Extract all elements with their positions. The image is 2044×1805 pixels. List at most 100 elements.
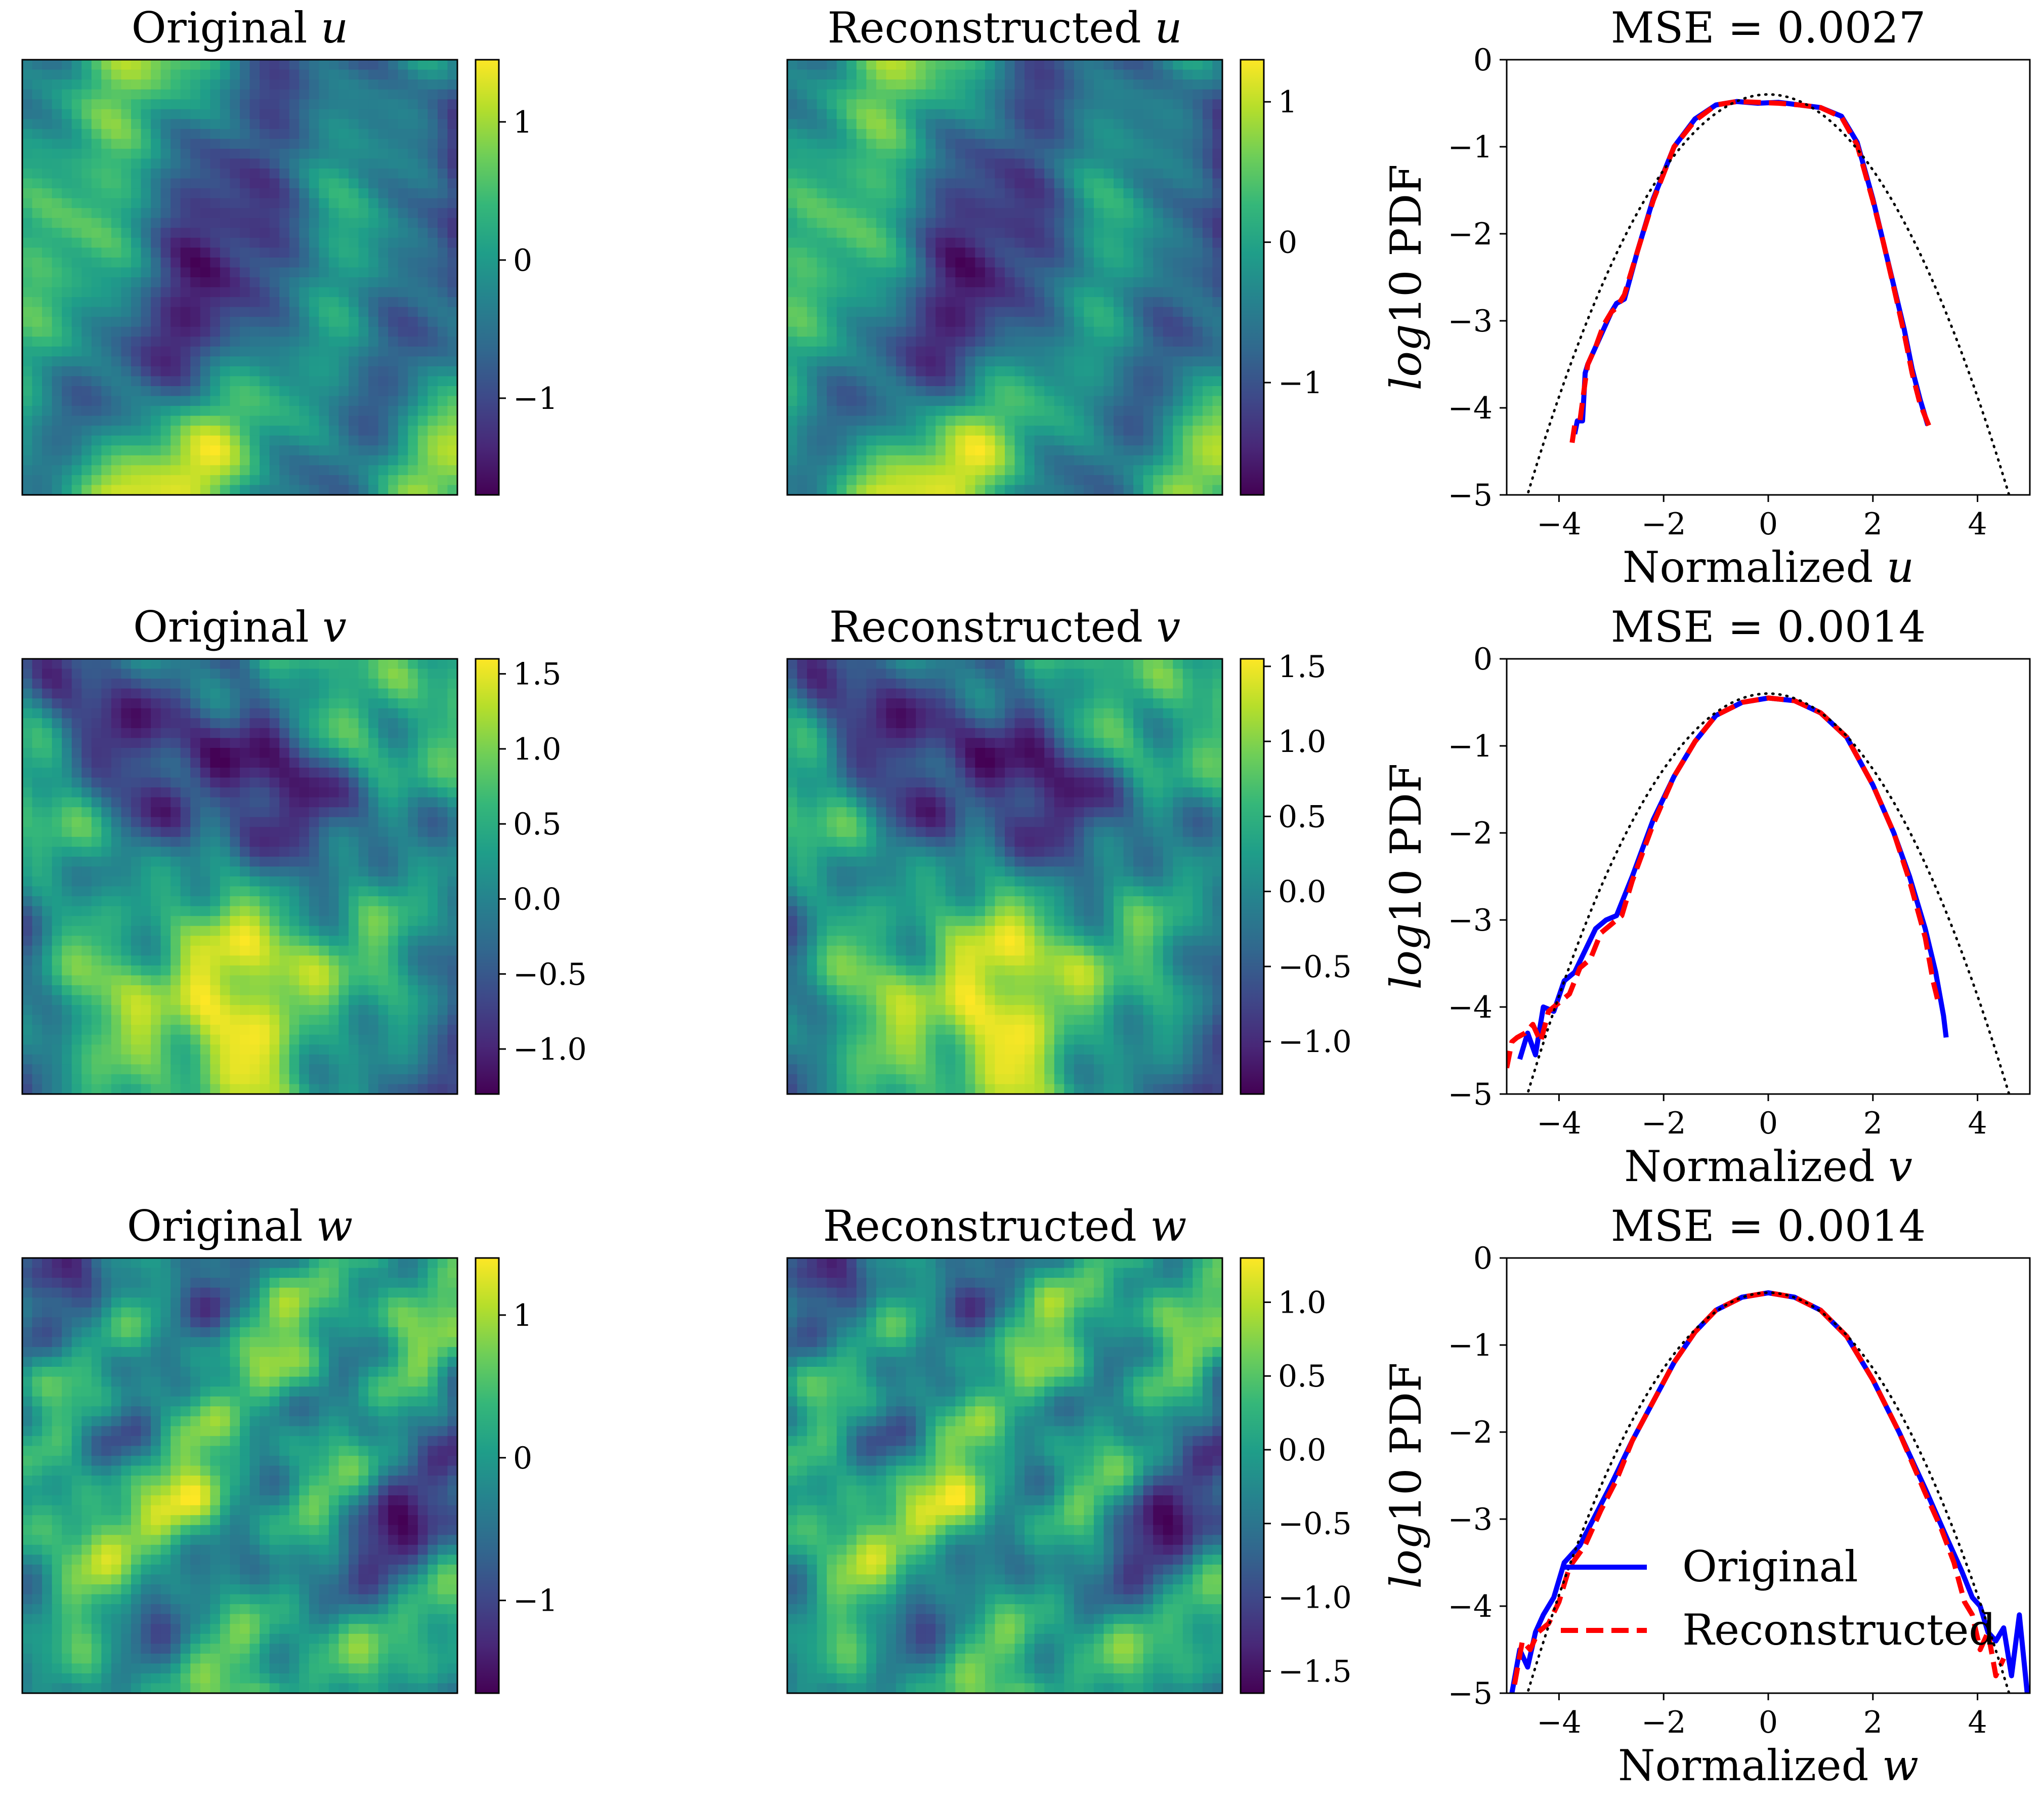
colorbar-tick-label: 0.0 [513, 881, 561, 917]
y-axis-label: log10 PDF [1381, 764, 1431, 990]
title-text: Original [132, 3, 321, 53]
colorbar-tick-label: 1 [513, 1298, 532, 1333]
colorbar-tick-label: 1.0 [513, 732, 561, 767]
x-tick-label: 0 [1759, 1705, 1778, 1740]
colorbar-tick-label: 0.0 [1278, 1433, 1326, 1468]
pdf-title: MSE = 0.0027 [1611, 3, 1926, 53]
colorbar-tick-label: −1 [513, 1583, 558, 1619]
colorbar-tick-label: 1 [513, 105, 532, 140]
subplot-4: Original v 1.5 1.0 0.5 0.0 −0.5 −1.0 [21, 602, 587, 1095]
colorbar-tick-label: 0.5 [513, 807, 561, 842]
colorbar-tick-label: −1.0 [1278, 1024, 1352, 1060]
heatmap-title: Original u [132, 3, 348, 53]
x-tick-label: 4 [1968, 507, 1987, 542]
colorbar-tick-label: −1.5 [1278, 1654, 1352, 1689]
colorbar-tick-label: −1 [513, 381, 558, 416]
colorbar-tick-label: −0.5 [513, 957, 587, 992]
colorbar-tick-label: 0.0 [1278, 874, 1326, 910]
legend-reconstructed-label: Reconstructed [1682, 1605, 1996, 1655]
heatmap-field [787, 60, 1223, 495]
y-label-text: 10 PDF [1381, 164, 1431, 324]
colorbar-tick-label: 1.5 [513, 657, 561, 692]
y-tick-label: −5 [1448, 1077, 1493, 1112]
legend: Original Reconstructed [1561, 1542, 1996, 1655]
title-text: Reconstructed [828, 3, 1155, 53]
subplot-8: Reconstructed w 1.0 0.5 0.0 −0.5 −1.0 −1.5 [786, 1201, 1352, 1694]
y-label-italic: log [1381, 324, 1431, 390]
x-tick-label: −4 [1537, 1705, 1581, 1740]
series-reconstructed [1512, 1290, 2006, 1685]
y-tick-label: −3 [1448, 1502, 1493, 1537]
x-tick-label: 2 [1863, 507, 1883, 542]
heatmap-title: Reconstructed u [828, 3, 1182, 53]
series-original [1517, 695, 1949, 1060]
colorbar [475, 59, 500, 496]
subplot-5: Reconstructed v 1.5 1.0 0.5 0.0 −0.5 −1.0 [786, 602, 1352, 1095]
colorbar-tick-label: −1.0 [513, 1032, 587, 1067]
series-gaussian [1526, 692, 2011, 1094]
title-variable: u [1155, 3, 1182, 53]
y-tick-label: −3 [1448, 304, 1493, 339]
heatmap-title: Reconstructed v [829, 602, 1180, 652]
colorbar-tick-label: 1.5 [1278, 649, 1326, 685]
title-variable: u [321, 3, 348, 53]
colorbar [475, 658, 500, 1095]
x-tick-label: −4 [1537, 507, 1581, 542]
axes-frame [1506, 59, 2031, 496]
heatmap-title: Reconstructed w [823, 1201, 1187, 1251]
heatmap-frame [21, 59, 458, 496]
title-text: Original [127, 1201, 316, 1251]
x-tick-label: −2 [1641, 1106, 1686, 1141]
colorbar-tick-label: 1.0 [1278, 1285, 1326, 1320]
x-axis-label: Normalized w [1618, 1741, 1919, 1790]
x-tick-label: 2 [1863, 1705, 1883, 1740]
colorbar-tick-label: 1 [1278, 85, 1297, 120]
heatmap-frame [786, 658, 1223, 1095]
title-variable: w [316, 1201, 353, 1251]
subplot-1: Original u −1 0 1 [21, 3, 558, 496]
heatmap-frame [786, 1257, 1223, 1694]
x-axis-label: Normalized u [1623, 542, 1914, 592]
x-tick-label: 2 [1863, 1106, 1883, 1141]
plot-area [1526, 93, 2011, 495]
x-label-variable: w [1882, 1741, 1919, 1790]
colorbar-tick-label: 0 [1278, 225, 1297, 261]
y-tick-label: 0 [1473, 43, 1493, 78]
colorbar [1240, 658, 1265, 1095]
title-variable: w [1150, 1201, 1186, 1251]
y-label-text: 10 PDF [1381, 764, 1431, 924]
y-tick-label: −4 [1448, 391, 1493, 426]
y-tick-label: −2 [1448, 217, 1493, 252]
y-axis-label: log10 PDF [1381, 164, 1431, 391]
x-tick-label: 0 [1759, 1106, 1778, 1141]
series-gaussian [1526, 93, 2011, 495]
colorbar-tick-label: 0 [513, 1441, 532, 1476]
legend-original-label: Original [1682, 1542, 1858, 1591]
colorbar [475, 1257, 500, 1694]
series-original [1572, 99, 1931, 435]
colorbar-tick-label: 0.5 [1278, 799, 1326, 834]
x-tick-label: 4 [1968, 1705, 1987, 1740]
title-variable: v [1157, 602, 1180, 652]
title-text: Reconstructed [823, 1201, 1151, 1251]
y-label-italic: log [1381, 1522, 1431, 1588]
heatmap-title: Original v [133, 602, 347, 652]
subplot-7: Original w −1 0 1 [21, 1201, 558, 1694]
plot-area [1507, 692, 2011, 1094]
heatmap-field [22, 1258, 458, 1694]
x-label-text: Normalized [1618, 1741, 1882, 1790]
y-tick-label: −3 [1448, 903, 1493, 938]
subplot-6: MSE = 0.0014 −4 −2 0 2 4 0 −1 −2 −3 −4 −5 Normalized… [1381, 602, 2031, 1191]
x-tick-label: 0 [1759, 507, 1778, 542]
x-tick-label: −2 [1641, 507, 1686, 542]
y-tick-label: −1 [1448, 1328, 1493, 1363]
x-axis-label: Normalized v [1624, 1142, 1912, 1191]
x-label-text: Normalized [1623, 542, 1887, 592]
colorbar-tick-label: 0.5 [1278, 1359, 1326, 1394]
colorbar [1240, 1257, 1265, 1694]
heatmap-field [22, 60, 458, 495]
colorbar-tick-label: −0.5 [1278, 1506, 1352, 1542]
colorbar-tick-label: −1 [1278, 365, 1323, 401]
y-tick-label: −5 [1448, 478, 1493, 513]
